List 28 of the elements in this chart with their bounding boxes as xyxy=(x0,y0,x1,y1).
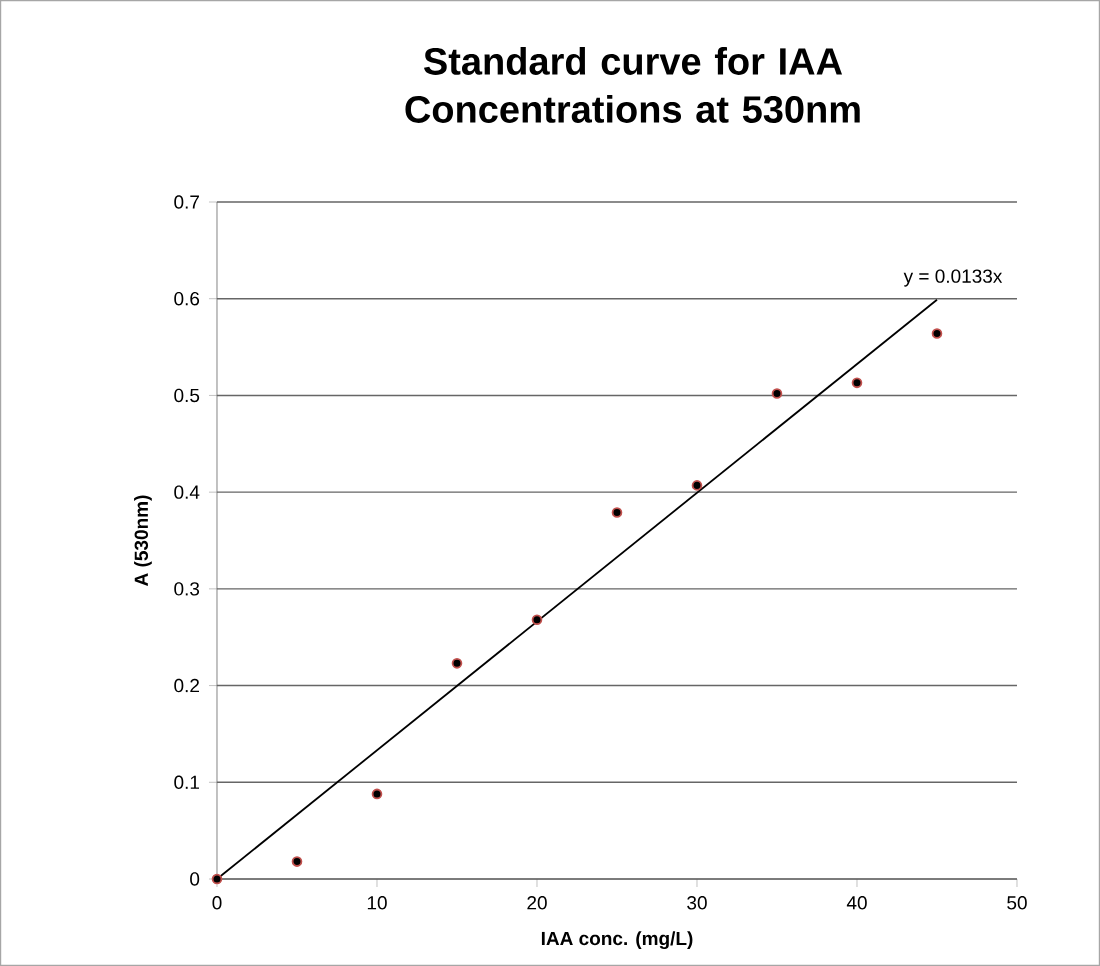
point xyxy=(211,873,223,885)
series-label: y = 0.0133x xyxy=(903,269,1003,287)
x-tick-label: 50 xyxy=(1007,896,1027,910)
y-tick-label: 0.4 xyxy=(174,485,200,499)
point xyxy=(611,507,623,518)
y-tick-label: 0.1 xyxy=(174,775,199,790)
y-tick-label: 0.2 xyxy=(174,678,199,693)
chart-title: Standard curve for IAA Concentrations at 530nm xyxy=(405,46,860,123)
point xyxy=(451,658,463,669)
point xyxy=(931,328,943,339)
x-tick-label: 20 xyxy=(527,896,547,910)
x-tick-label: 10 xyxy=(367,896,387,910)
x-axis-title: IAA conc. (mg/L) xyxy=(541,931,693,950)
y-axis-title: A (530nm) xyxy=(134,495,152,586)
y-tick-label: 0.7 xyxy=(174,195,199,209)
x-tick-label: 30 xyxy=(687,896,707,910)
point xyxy=(691,480,703,491)
y-tick-label: 0.3 xyxy=(174,582,200,596)
y-tick-label: 0 xyxy=(190,872,200,886)
x-tick-label: 40 xyxy=(846,896,867,910)
point xyxy=(371,788,383,800)
point xyxy=(851,377,863,389)
point xyxy=(771,388,783,399)
x-tick-label: 0 xyxy=(212,896,222,910)
y-tick-label: 0.6 xyxy=(174,291,200,306)
point xyxy=(291,856,303,867)
y-tick-label: 0.5 xyxy=(174,388,200,403)
point xyxy=(531,614,543,626)
